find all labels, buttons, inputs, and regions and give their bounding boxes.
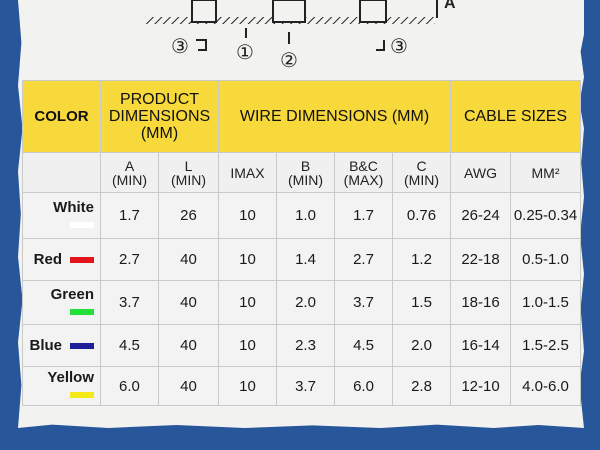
cell-a: 1.7	[100, 192, 159, 239]
cell-bc: 6.0	[334, 366, 393, 406]
table-row: Yellow 6.0 40 10 3.7 6.0 2.8 12-10 4.0-6.0	[22, 366, 582, 406]
color-name: White	[53, 198, 94, 216]
cell-b: 3.7	[276, 366, 335, 406]
header-color: COLOR	[22, 80, 101, 153]
cell-imax: 10	[218, 324, 277, 367]
cell-a: 3.7	[100, 280, 159, 325]
cell-c: 0.76	[391, 192, 452, 239]
cell-c: 2.0	[391, 324, 452, 367]
color-name-cell: White	[22, 192, 101, 239]
subheader-b: B (MIN)	[276, 152, 335, 193]
color-swatch	[70, 392, 94, 399]
subheader-c: C (MIN)	[391, 152, 452, 193]
cell-c: 1.5	[391, 280, 452, 325]
subheader-imax: IMAX	[218, 152, 277, 193]
subheader-bc: B&C (MAX)	[334, 152, 393, 193]
table-row: White 1.7 26 10 1.0 1.7 0.76 26-24 0.25-0.34	[22, 192, 582, 239]
section-marker-left	[196, 39, 207, 51]
cell-mm2: 4.0-6.0	[510, 366, 582, 406]
cell-mm2: 1.5-2.5	[510, 324, 582, 367]
cell-imax: 10	[218, 192, 277, 239]
cell-imax: 10	[218, 366, 277, 406]
cell-l: 40	[158, 280, 219, 325]
cell-awg: 22-18	[450, 238, 512, 281]
subheader-a: A (MIN)	[100, 152, 159, 193]
cell-a: 4.5	[100, 324, 159, 367]
color-name-cell: Yellow	[22, 366, 101, 406]
cell-c: 2.8	[391, 366, 452, 406]
terminal-diagram	[145, 0, 438, 51]
marker-2: ②	[280, 50, 298, 72]
color-name: Blue	[29, 337, 62, 354]
cell-l: 40	[158, 324, 219, 367]
spec-table: COLOR PRODUCT DIMENSIONS (MM) WIRE DIMEN…	[22, 80, 582, 406]
cell-b: 2.3	[276, 324, 335, 367]
cell-l: 40	[158, 238, 219, 281]
cell-mm2: 1.0-1.5	[510, 280, 582, 325]
group-header-row: COLOR PRODUCT DIMENSIONS (MM) WIRE DIMEN…	[22, 80, 582, 153]
subheader-awg: AWG	[450, 152, 512, 193]
cell-a: 6.0	[100, 366, 159, 406]
cell-awg: 16-14	[450, 324, 512, 367]
cell-l: 40	[158, 366, 219, 406]
subheader-l: L (MIN)	[158, 152, 219, 193]
marker-1: ①	[236, 42, 254, 64]
cell-c: 1.2	[391, 238, 452, 281]
header-cable-sizes: CABLE SIZES	[450, 80, 582, 153]
color-name-cell: Green	[22, 280, 101, 325]
table-row: Red 2.7 40 10 1.4 2.7 1.2 22-18 0.5-1.0	[22, 238, 582, 281]
cell-imax: 10	[218, 238, 277, 281]
color-swatch	[70, 221, 94, 228]
barrel-right	[359, 0, 387, 23]
subheader-row: A (MIN) L (MIN) IMAX B (MIN) B&C (MAX) C (MIN…	[22, 152, 582, 193]
barrel-left	[191, 0, 217, 23]
cell-l: 26	[158, 192, 219, 239]
marker-3-right: ③	[390, 36, 408, 58]
cell-b: 1.0	[276, 192, 335, 239]
color-swatch	[70, 343, 94, 350]
cell-awg: 18-16	[450, 280, 512, 325]
cell-b: 2.0	[276, 280, 335, 325]
cell-bc: 2.7	[334, 238, 393, 281]
cell-b: 1.4	[276, 238, 335, 281]
cell-a: 2.7	[100, 238, 159, 281]
table-row: Green 3.7 40 10 2.0 3.7 1.5 18-16 1.0-1.5	[22, 280, 582, 325]
color-swatch	[70, 308, 94, 315]
color-name-cell: Red	[22, 238, 101, 281]
color-swatch	[70, 257, 94, 264]
header-wire-dimensions: WIRE DIMENSIONS (MM)	[217, 80, 452, 153]
section-marker-right	[376, 40, 385, 51]
table-row: Blue 4.5 40 10 2.3 4.5 2.0 16-14 1.5-2.5	[22, 324, 582, 367]
marker-3-left: ③	[171, 36, 189, 58]
cell-imax: 10	[218, 280, 277, 325]
color-name: Yellow	[47, 369, 94, 386]
barrel-center	[272, 0, 306, 23]
cell-mm2: 0.5-1.0	[510, 238, 582, 281]
cell-bc: 1.7	[334, 192, 393, 239]
cell-awg: 26-24	[450, 192, 512, 239]
color-name: Red	[33, 251, 62, 268]
color-name-cell: Blue	[22, 324, 101, 367]
cell-bc: 4.5	[334, 324, 393, 367]
subheader-mm2: MM²	[510, 152, 582, 193]
header-product-dimensions: PRODUCT DIMENSIONS (MM)	[100, 80, 219, 153]
subheader-empty	[22, 152, 101, 193]
cell-awg: 12-10	[450, 366, 512, 406]
color-name: Green	[50, 285, 94, 303]
dimension-label-a: A	[444, 0, 456, 12]
cell-bc: 3.7	[334, 280, 393, 325]
cell-mm2: 0.25-0.34	[510, 192, 582, 239]
